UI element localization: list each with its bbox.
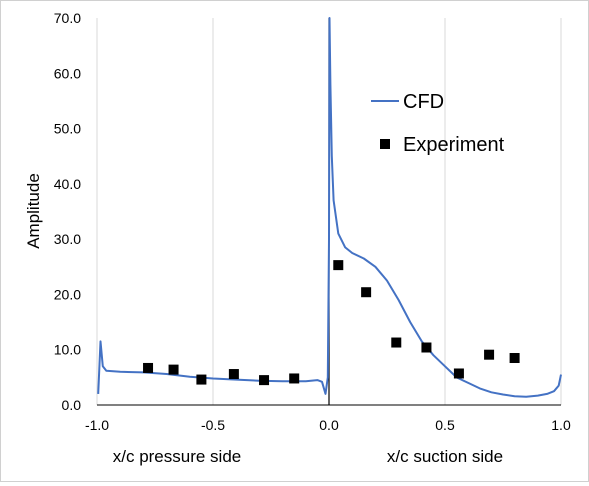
experiment-point-1 (168, 364, 179, 375)
experiment-point-3 (228, 369, 239, 380)
y-tick-label-6: 60.0 (54, 65, 81, 81)
series-layer (97, 17, 562, 398)
x-tick-label-0: -1.0 (85, 417, 109, 433)
experiment-point-2 (196, 374, 207, 385)
y-tick-label-0: 0.0 (62, 397, 82, 413)
y-tick-label-7: 70.0 (54, 10, 81, 26)
legend-cfd-label: CFD (403, 91, 444, 113)
legend-experiment-marker (380, 139, 390, 149)
experiment-point-6 (333, 260, 344, 271)
y-tick-label-3: 30.0 (54, 231, 81, 247)
grid-layer (96, 18, 562, 405)
experiment-point-12 (509, 353, 520, 364)
y-tick-label-2: 20.0 (54, 286, 81, 302)
x-tick-label-3: 0.5 (435, 417, 455, 433)
experiment-point-10 (453, 368, 464, 379)
experiment-point-7 (361, 287, 372, 298)
experiment-point-9 (421, 342, 432, 353)
x-tick-label-4: 1.0 (551, 417, 571, 433)
experiment-point-11 (484, 349, 495, 360)
experiment-point-4 (259, 375, 270, 386)
legend: CFD Experiment (371, 91, 505, 156)
x-tick-label-1: -0.5 (201, 417, 225, 433)
y-axis-label: Amplitude (24, 173, 43, 249)
x-axis-label-pressure-side: x/c pressure side (113, 447, 242, 466)
tick-label-layer: 0.0 10.0 20.0 30.0 40.0 50.0 60.0 70.0 -1.0 -0.5 0… (54, 10, 571, 433)
y-tick-label-4: 40.0 (54, 176, 81, 192)
legend-experiment-label: Experiment (403, 134, 505, 156)
experiment-point-8 (391, 337, 402, 348)
x-axis-label-suction-side: x/c suction side (387, 447, 503, 466)
y-tick-label-1: 10.0 (54, 342, 81, 358)
y-tick-label-5: 50.0 (54, 121, 81, 137)
experiment-point-0 (143, 362, 154, 373)
experiment-point-5 (289, 373, 300, 384)
x-tick-label-2: 0.0 (319, 417, 339, 433)
